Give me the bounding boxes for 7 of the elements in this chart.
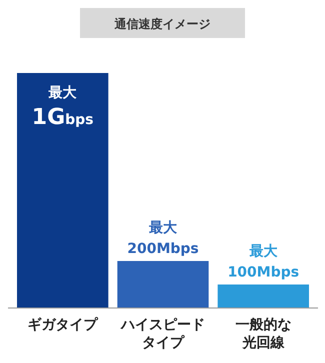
data-label: 最大 100Mbps <box>228 244 300 280</box>
x-tick-label: ハイスピードタイプ <box>120 317 205 351</box>
data-label: 最大 200Mbps <box>127 220 199 257</box>
x-tick-label: 一般的な光回線 <box>235 317 292 351</box>
chart-title: 通信速度イメージ <box>114 17 210 31</box>
x-tick-label: ギガタイプ <box>28 316 99 333</box>
data-label: 最大 1Gbps <box>32 85 94 130</box>
